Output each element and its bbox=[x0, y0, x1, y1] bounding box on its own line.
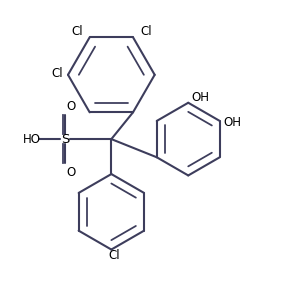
Text: O: O bbox=[67, 166, 76, 179]
Text: Cl: Cl bbox=[108, 249, 120, 262]
Text: HO: HO bbox=[23, 133, 41, 146]
Text: OH: OH bbox=[192, 91, 210, 104]
Text: OH: OH bbox=[223, 116, 241, 129]
Text: O: O bbox=[67, 99, 76, 112]
Text: Cl: Cl bbox=[140, 25, 152, 38]
Text: Cl: Cl bbox=[51, 67, 63, 80]
Text: S: S bbox=[61, 133, 69, 146]
Text: Cl: Cl bbox=[71, 25, 83, 38]
